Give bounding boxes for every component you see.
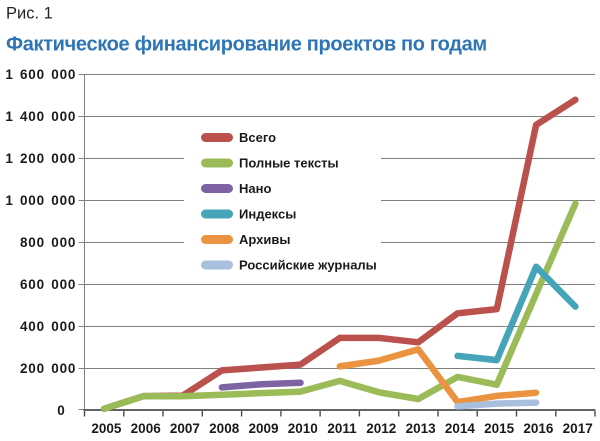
svg-text:2007: 2007 xyxy=(170,421,200,436)
svg-text:2008: 2008 xyxy=(209,421,240,436)
svg-text:Полные тексты: Полные тексты xyxy=(239,156,339,171)
svg-text:1 200 000: 1 200 000 xyxy=(5,151,76,166)
svg-text:0: 0 xyxy=(57,403,65,418)
svg-text:800 000: 800 000 xyxy=(20,235,76,250)
svg-text:2006: 2006 xyxy=(131,421,162,436)
svg-text:2009: 2009 xyxy=(248,421,278,436)
svg-text:Рис. 1: Рис. 1 xyxy=(6,4,53,22)
svg-text:1 600 000: 1 600 000 xyxy=(5,67,76,82)
svg-text:2016: 2016 xyxy=(523,421,554,436)
svg-text:1 400 000: 1 400 000 xyxy=(5,109,76,124)
svg-text:Нано: Нано xyxy=(239,181,271,196)
svg-text:1 000 000: 1 000 000 xyxy=(5,193,76,208)
svg-text:Индексы: Индексы xyxy=(239,207,296,222)
svg-text:400 000: 400 000 xyxy=(20,319,76,334)
svg-text:2013: 2013 xyxy=(406,421,437,436)
svg-text:Архивы: Архивы xyxy=(239,232,290,247)
svg-text:2012: 2012 xyxy=(366,421,396,436)
svg-text:2015: 2015 xyxy=(484,421,515,436)
svg-text:200 000: 200 000 xyxy=(20,361,76,376)
svg-text:2011: 2011 xyxy=(327,421,357,436)
svg-text:2005: 2005 xyxy=(91,421,122,436)
svg-text:Российские журналы: Российские журналы xyxy=(239,258,377,273)
svg-text:2010: 2010 xyxy=(288,421,318,436)
svg-text:2017: 2017 xyxy=(563,421,593,436)
svg-text:2014: 2014 xyxy=(445,421,476,436)
svg-text:Всего: Всего xyxy=(239,130,276,145)
svg-text:Фактическое финансирование про: Фактическое финансирование проектов по г… xyxy=(6,33,487,55)
svg-text:600 000: 600 000 xyxy=(20,277,76,292)
